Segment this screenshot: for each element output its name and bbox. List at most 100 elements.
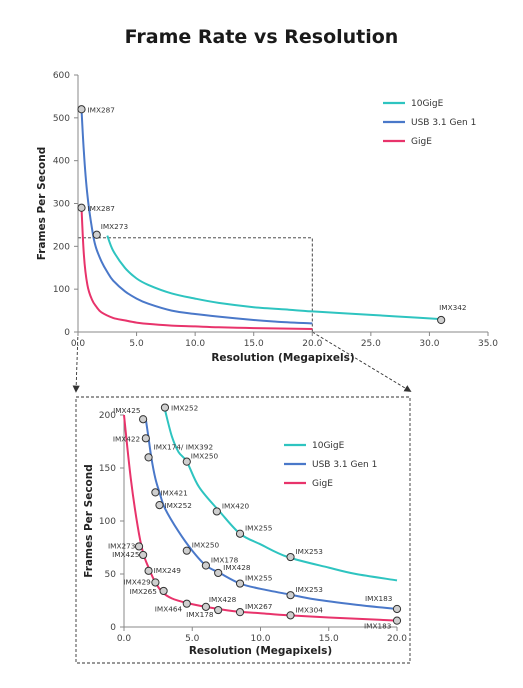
point-label: IMX250: [191, 452, 219, 461]
y-tick-label: 300: [53, 200, 70, 210]
y-tick-label: 0: [110, 623, 116, 633]
point-label: IMX428: [223, 563, 251, 572]
point-label: IMX420: [222, 501, 250, 510]
data-point: [77, 203, 86, 212]
x-tick-label: 25.0: [361, 339, 381, 349]
y-axis-label: Frames Per Second: [36, 147, 48, 261]
y-tick-label: 600: [53, 71, 70, 81]
data-point: [151, 578, 160, 587]
y-tick-label: 400: [53, 157, 70, 167]
chart-title: Frame Rate vs Resolution: [124, 26, 399, 48]
data-point: [139, 550, 148, 560]
data-point: [144, 566, 153, 575]
y-tick-label: 50: [105, 570, 117, 580]
x-tick-label: 30.0: [419, 339, 439, 349]
data-point: [144, 453, 153, 462]
y-tick-label: 150: [99, 464, 116, 474]
point-label: IMX464: [155, 605, 183, 614]
data-point: [201, 561, 210, 570]
point-label: IMX178: [186, 610, 214, 619]
data-point: [155, 501, 164, 510]
data-point: [392, 616, 402, 625]
point-label: IMX273: [101, 222, 129, 231]
point-label: IMX178: [211, 556, 239, 565]
legend-entry: GigE: [312, 479, 333, 489]
y-tick-label: 200: [99, 411, 116, 421]
main-chart: 0.0 5.0 10.0 15.0 20.0 25.0 30.0 35.0 0 100 200 300…: [36, 71, 498, 364]
y-tick-label: 100: [53, 285, 70, 295]
point-label: IMX342: [439, 303, 466, 312]
point-label: IMX425: [113, 406, 140, 415]
point-label: IMX265: [130, 587, 157, 596]
x-tick-label: 0.0: [71, 339, 86, 349]
data-point: [201, 602, 210, 611]
data-point: [182, 546, 191, 555]
data-point: [160, 403, 170, 412]
data-point: [141, 434, 150, 443]
series-line: [123, 414, 398, 622]
point-label: IMX255: [245, 574, 272, 583]
data-point: [437, 315, 446, 325]
data-point: [182, 599, 191, 608]
series-line: [163, 409, 398, 582]
y-tick-label: 100: [99, 517, 116, 527]
series-line: [80, 109, 313, 325]
x-axis-label: Resolution (Megapixels): [189, 645, 332, 657]
point-label: IMX422: [113, 434, 140, 443]
legend-entry: GigE: [411, 137, 432, 147]
data-point: [286, 611, 295, 620]
point-label: IMX425: [112, 550, 139, 559]
data-point: [134, 542, 144, 551]
data-point: [286, 591, 295, 600]
point-label: IMX267: [245, 602, 273, 611]
x-axis-label: Resolution (Megapixels): [211, 352, 354, 364]
point-label: IMX253: [296, 585, 324, 594]
x-tick-label: 10.0: [250, 634, 270, 644]
y-tick-label: 500: [53, 114, 70, 124]
zoom-chart: 0.0 5.0 10.0 15.0 20.0 0 50 100 150 200 Resolution…: [83, 403, 407, 657]
data-point: [92, 230, 101, 239]
data-point: [159, 586, 168, 596]
point-label: IMX183: [365, 594, 393, 603]
x-tick-label: 5.0: [129, 339, 144, 349]
point-label: IMX428: [209, 595, 237, 604]
data-point: [77, 105, 86, 114]
x-tick-label: 10.0: [185, 339, 205, 349]
point-label: IMX304: [296, 605, 324, 614]
data-point: [151, 488, 160, 497]
point-label: IMX253: [296, 547, 324, 556]
data-point: [235, 579, 245, 588]
point-label: IMX255: [245, 524, 272, 533]
series-line: [144, 419, 398, 610]
series-line: [106, 235, 442, 321]
point-label: IMX273: [108, 541, 136, 550]
x-tick-label: 0.0: [117, 634, 132, 644]
x-tick-label: 15.0: [244, 339, 264, 349]
x-tick-label: 15.0: [319, 634, 339, 644]
data-point: [214, 568, 223, 578]
data-point: [235, 529, 245, 538]
legend-entry: 10GigE: [312, 441, 345, 451]
point-label: IMX252: [171, 404, 198, 413]
point-label: IMX249: [154, 566, 182, 575]
data-point: [235, 608, 245, 617]
x-tick-label: 5.0: [185, 634, 200, 644]
data-point: [182, 457, 191, 466]
x-tick-label: 35.0: [478, 339, 498, 349]
data-point: [214, 605, 223, 615]
data-point: [212, 507, 221, 516]
series-line: [80, 207, 313, 330]
data-point: [392, 604, 402, 614]
data-point: [286, 552, 295, 562]
connector-arrow-right: [312, 331, 412, 392]
zoom-panel-frame: [75, 396, 411, 664]
point-label: IMX287: [88, 204, 116, 213]
y-tick-label: 0: [64, 328, 70, 338]
x-tick-label: 20.0: [302, 339, 322, 349]
legend-entry: 10GigE: [411, 99, 444, 109]
point-label: IMX421: [160, 488, 187, 497]
data-point: [139, 415, 148, 424]
y-axis-label: Frames Per Second: [83, 464, 95, 578]
point-label: IMX250: [192, 541, 220, 550]
